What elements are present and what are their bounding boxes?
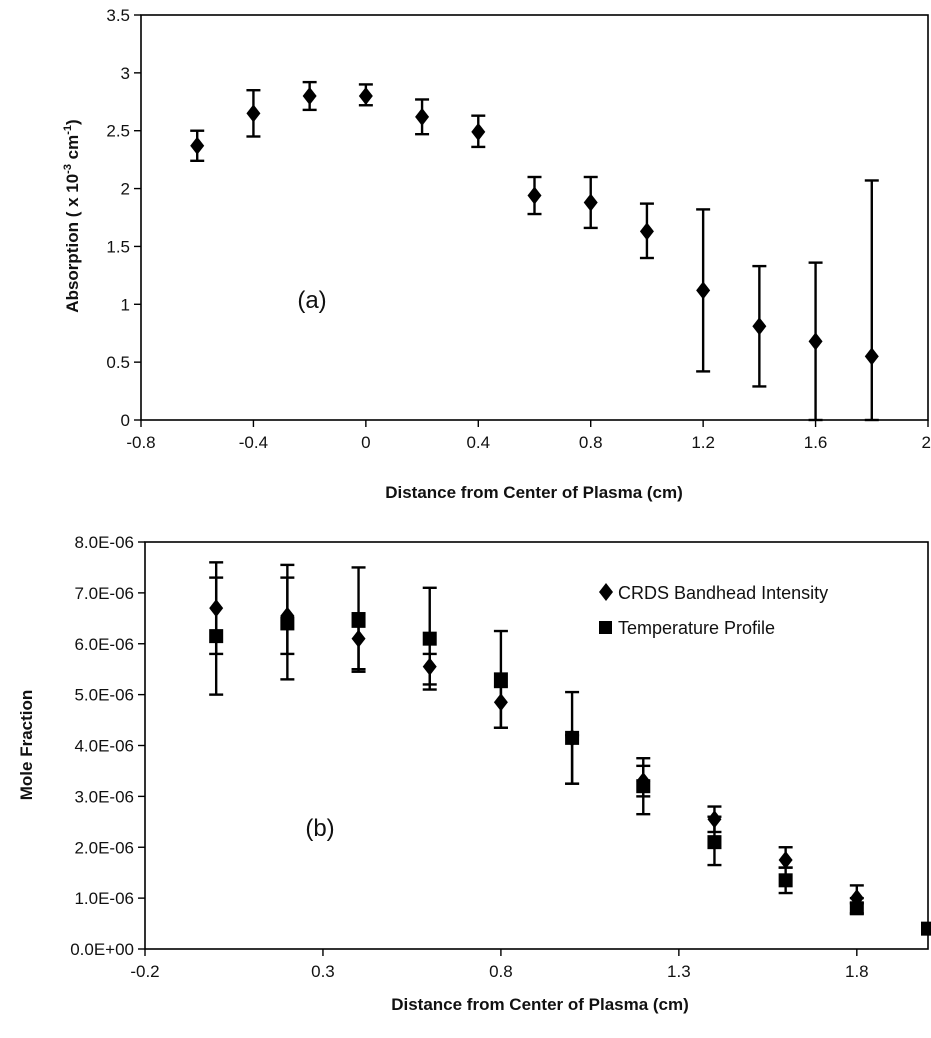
chart-b-y-axis: 0.0E+00 1.0E-06 2.0E-06 3.0E-06 4.0E-06 5.0E-… bbox=[70, 533, 145, 959]
chart-a-x-tick-label: 2 bbox=[922, 433, 931, 452]
chart-b-plot-frame bbox=[145, 542, 928, 949]
chart-b-series-0-point bbox=[779, 851, 793, 869]
chart-a-y-tick-label: 1.5 bbox=[106, 237, 130, 256]
chart-a-plot-frame bbox=[141, 15, 928, 420]
chart-b-x-tick-label: 0.8 bbox=[489, 962, 513, 981]
chart-b-series-1-point bbox=[423, 632, 437, 646]
chart-a-x-tick-label: 0 bbox=[361, 433, 370, 452]
chart-b-series-1-point bbox=[921, 922, 931, 936]
chart-b-y-tick-label: 3.0E-06 bbox=[74, 787, 134, 806]
chart-a-y-axis-title-exp2: -1 bbox=[62, 125, 74, 135]
chart-b-y-tick-label: 8.0E-06 bbox=[74, 533, 134, 552]
chart-b-x-axis-title: Distance from Center of Plasma (cm) bbox=[391, 995, 689, 1014]
chart-a-y-axis-title-suffix: ) bbox=[63, 119, 82, 125]
chart-a-series-0-point bbox=[752, 317, 766, 335]
chart-b-x-tick-label: 1.8 bbox=[845, 962, 869, 981]
chart-a-y-tick-label: 3 bbox=[121, 64, 130, 83]
chart-a-panel-label: (a) bbox=[297, 287, 326, 314]
chart-a: 00.511.522.533.5 -0.8 -0.4 0 0.4 0.8 1.2 1.6 2 … bbox=[62, 6, 931, 502]
chart-a-x-tick-label: 0.8 bbox=[579, 433, 603, 452]
legend-square-marker bbox=[599, 621, 612, 634]
chart-a-y-axis-title: Absorption ( x 10-3 cm-1) bbox=[62, 119, 82, 312]
chart-a-series-0-point bbox=[809, 332, 823, 350]
chart-b-series-1-point bbox=[779, 873, 793, 887]
chart-b-series-1-point bbox=[850, 901, 864, 915]
chart-a-series-0-point bbox=[640, 222, 654, 240]
chart-a-series-0-point bbox=[415, 108, 429, 126]
chart-a-y-tick-label: 0.5 bbox=[106, 353, 130, 372]
chart-b-legend: CRDS Bandhead Intensity Temperature Prof… bbox=[599, 583, 828, 638]
chart-a-series-0-point bbox=[696, 281, 710, 299]
chart-a-marks bbox=[190, 82, 879, 420]
chart-a-x-tick-label: -0.8 bbox=[126, 433, 155, 452]
chart-a-series-0-point bbox=[584, 193, 598, 211]
chart-a-series-0-point bbox=[471, 123, 485, 141]
chart-a-series-0-point bbox=[865, 347, 879, 365]
chart-a-series-0-point bbox=[246, 104, 260, 122]
legend-label-temperature: Temperature Profile bbox=[618, 618, 775, 638]
chart-a-y-axis: 0 0.5 1 1.5 2 2.5 3 3.5 bbox=[106, 6, 141, 430]
chart-a-series-0-point bbox=[190, 137, 204, 155]
chart-a-y-axis-title-exp1: -3 bbox=[62, 164, 74, 174]
chart-b-x-axis: -0.2 0.3 0.8 1.3 1.8 bbox=[130, 949, 868, 981]
chart-b-x-tick-label: 0.3 bbox=[311, 962, 335, 981]
chart-b-y-tick-label: 2.0E-06 bbox=[74, 838, 134, 857]
chart-b-series-1-point bbox=[565, 731, 579, 745]
chart-b-y-tick-label: 0.0E+00 bbox=[70, 940, 134, 959]
chart-a-y-tick-label: 1 bbox=[121, 295, 130, 314]
chart-b-series-1-point bbox=[636, 779, 650, 793]
legend-label-crds: CRDS Bandhead Intensity bbox=[618, 583, 828, 603]
chart-b: 0.0E+00 1.0E-06 2.0E-06 3.0E-06 4.0E-06 5.0E-… bbox=[17, 533, 931, 1014]
chart-a-y-axis-title-prefix: Absorption ( x 10 bbox=[63, 174, 82, 313]
chart-b-y-tick-label: 1.0E-06 bbox=[74, 889, 134, 908]
chart-b-series-1-point bbox=[209, 629, 223, 643]
chart-a-x-axis: -0.8 -0.4 0 0.4 0.8 1.2 1.6 2 bbox=[126, 420, 931, 452]
chart-b-y-axis-title: Mole Fraction bbox=[17, 690, 36, 801]
chart-b-x-tick-label: 1.3 bbox=[667, 962, 691, 981]
chart-b-series-1-point bbox=[707, 835, 721, 849]
chart-a-series-0-point bbox=[528, 187, 542, 205]
chart-a-y-tick-label: 2 bbox=[121, 180, 130, 199]
chart-b-y-tick-label: 6.0E-06 bbox=[74, 635, 134, 654]
chart-b-y-tick-label: 7.0E-06 bbox=[74, 584, 134, 603]
chart-a-y-tick-label: 2.5 bbox=[106, 122, 130, 141]
chart-b-y-tick-label: 5.0E-06 bbox=[74, 686, 134, 705]
chart-b-y-tick-label: 4.0E-06 bbox=[74, 737, 134, 756]
chart-a-series-0-point bbox=[359, 87, 373, 105]
chart-a-y-tick-label: 3.5 bbox=[106, 6, 130, 25]
chart-a-x-axis-title: Distance from Center of Plasma (cm) bbox=[385, 483, 683, 502]
chart-b-marks bbox=[209, 562, 931, 935]
chart-b-series-1-point bbox=[280, 616, 294, 630]
chart-a-series-0-point bbox=[303, 87, 317, 105]
legend-diamond-marker bbox=[599, 583, 613, 601]
chart-a-x-tick-label: 0.4 bbox=[466, 433, 490, 452]
chart-a-x-tick-label: 1.2 bbox=[691, 433, 715, 452]
chart-b-series-1-point bbox=[494, 672, 508, 686]
chart-a-y-tick-label: 0 bbox=[121, 411, 130, 430]
chart-a-x-tick-label: 1.6 bbox=[804, 433, 828, 452]
chart-b-panel-label: (b) bbox=[305, 815, 334, 842]
chart-b-series-1-point bbox=[352, 614, 366, 628]
chart-a-x-tick-label: -0.4 bbox=[239, 433, 268, 452]
chart-a-y-axis-title-mid: cm bbox=[63, 135, 82, 164]
chart-b-x-tick-label: -0.2 bbox=[130, 962, 159, 981]
